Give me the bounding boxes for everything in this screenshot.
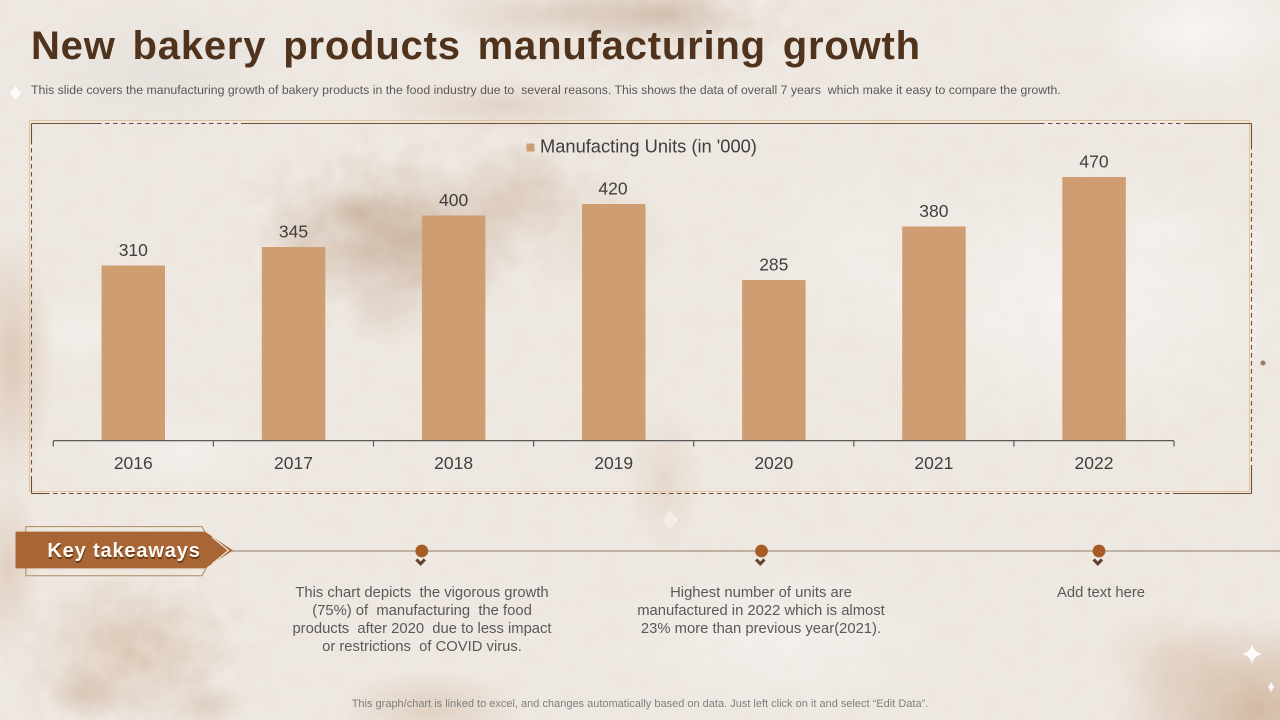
svg-text:2021: 2021 [914,453,953,473]
svg-text:285: 285 [759,255,788,275]
svg-text:310: 310 [119,240,148,260]
svg-text:Key takeaways: Key takeaways [47,540,200,562]
svg-text:2022: 2022 [1075,453,1114,473]
svg-text:380: 380 [919,201,948,221]
svg-text:2016: 2016 [114,453,153,473]
svg-text:Manufacting Units (in '000): Manufacting Units (in '000) [540,136,757,157]
svg-text:420: 420 [598,179,627,199]
svg-text:400: 400 [439,190,468,210]
svg-text:345: 345 [279,222,308,242]
svg-text:2020: 2020 [754,453,793,473]
svg-text:2018: 2018 [434,453,473,473]
svg-text:2017: 2017 [274,453,313,473]
svg-text:470: 470 [1079,152,1108,172]
svg-text:2019: 2019 [594,453,633,473]
svg-text:Key takeaways: Key takeaways [48,542,201,564]
